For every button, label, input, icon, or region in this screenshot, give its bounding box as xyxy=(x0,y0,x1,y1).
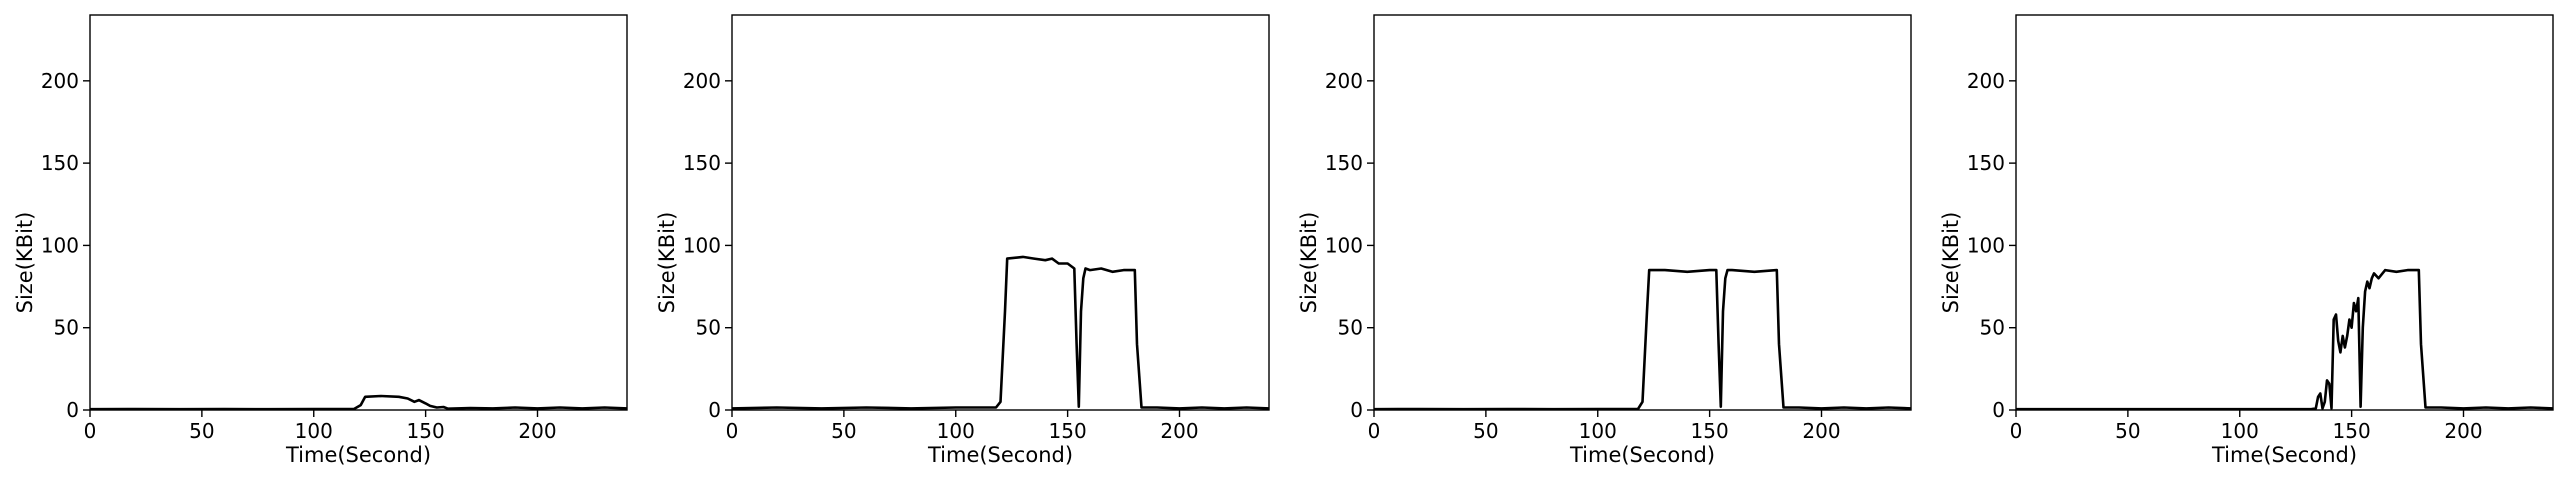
series-line xyxy=(89,394,628,411)
y-tick-label: 50 xyxy=(696,316,721,340)
y-tick-label: 50 xyxy=(54,316,79,340)
x-axis-label: Time(Second) xyxy=(927,443,1073,467)
y-tick-label: 50 xyxy=(1338,316,1363,340)
y-tick-label: 150 xyxy=(41,151,79,175)
chart-panel-3: 0 50 100 150 200 0 50 100 150 200 Time(Second) Size… xyxy=(1297,14,1912,467)
x-tick-label: 0 xyxy=(1368,419,1381,443)
x-tick-label: 200 xyxy=(1160,419,1198,443)
x-tick-label: 150 xyxy=(407,419,445,443)
x-tick-label: 200 xyxy=(2444,419,2482,443)
x-tick-label: 200 xyxy=(518,419,556,443)
y-tick-label: 100 xyxy=(41,233,79,257)
y-tick-label: 150 xyxy=(683,151,721,175)
plot-frame xyxy=(89,14,628,411)
x-tick-label: 0 xyxy=(2010,419,2023,443)
x-tick-label: 100 xyxy=(1579,419,1617,443)
series-line xyxy=(731,255,1270,410)
x-tick-label: 50 xyxy=(2115,419,2140,443)
chart-panel-1: 0 50 100 150 200 0 50 100 150 200 Time(Second) Size… xyxy=(13,14,628,467)
x-tick-label: 50 xyxy=(1473,419,1498,443)
y-axis-label: Size(KBit) xyxy=(1297,212,1321,314)
x-tick-label: 50 xyxy=(831,419,856,443)
plot-frame xyxy=(1373,14,1912,411)
y-tick-label: 0 xyxy=(1350,398,1363,422)
x-axis-label: Time(Second) xyxy=(1569,443,1715,467)
y-tick-label: 100 xyxy=(683,233,721,257)
y-tick-label: 0 xyxy=(66,398,79,422)
y-tick-label: 150 xyxy=(1967,151,2005,175)
y-axis-label: Size(KBit) xyxy=(13,212,37,314)
x-axis-label: Time(Second) xyxy=(2211,443,2357,467)
x-tick-label: 100 xyxy=(2221,419,2259,443)
y-tick-label: 150 xyxy=(1325,151,1363,175)
x-tick-label: 150 xyxy=(2333,419,2371,443)
chart-panel-2: 0 50 100 150 200 0 50 100 150 200 Time(Second) Size… xyxy=(655,14,1270,467)
y-tick-label: 200 xyxy=(1325,69,1363,93)
y-tick-label: 100 xyxy=(1325,233,1363,257)
x-tick-label: 0 xyxy=(84,419,97,443)
y-axis-label: Size(KBit) xyxy=(1939,212,1963,314)
y-tick-label: 0 xyxy=(1992,398,2005,422)
x-tick-label: 150 xyxy=(1049,419,1087,443)
x-tick-label: 50 xyxy=(189,419,214,443)
x-tick-label: 150 xyxy=(1691,419,1729,443)
x-tick-label: 0 xyxy=(726,419,739,443)
x-tick-label: 100 xyxy=(937,419,975,443)
chart-panel-4: 0 50 100 150 200 0 50 100 150 200 Time(Second) Size… xyxy=(1939,14,2554,467)
y-tick-label: 100 xyxy=(1967,233,2005,257)
x-axis-label: Time(Second) xyxy=(285,443,431,467)
series-line xyxy=(2016,268,2554,411)
y-tick-label: 0 xyxy=(708,398,721,422)
plot-frame xyxy=(2015,14,2554,411)
x-tick-label: 100 xyxy=(295,419,333,443)
x-tick-label: 200 xyxy=(1802,419,1840,443)
y-tick-label: 200 xyxy=(683,69,721,93)
y-tick-label: 200 xyxy=(41,69,79,93)
y-axis-label: Size(KBit) xyxy=(655,212,679,314)
y-tick-label: 50 xyxy=(1980,316,2005,340)
y-tick-label: 200 xyxy=(1967,69,2005,93)
plot-frame xyxy=(731,14,1270,411)
series-line xyxy=(1373,268,1912,411)
